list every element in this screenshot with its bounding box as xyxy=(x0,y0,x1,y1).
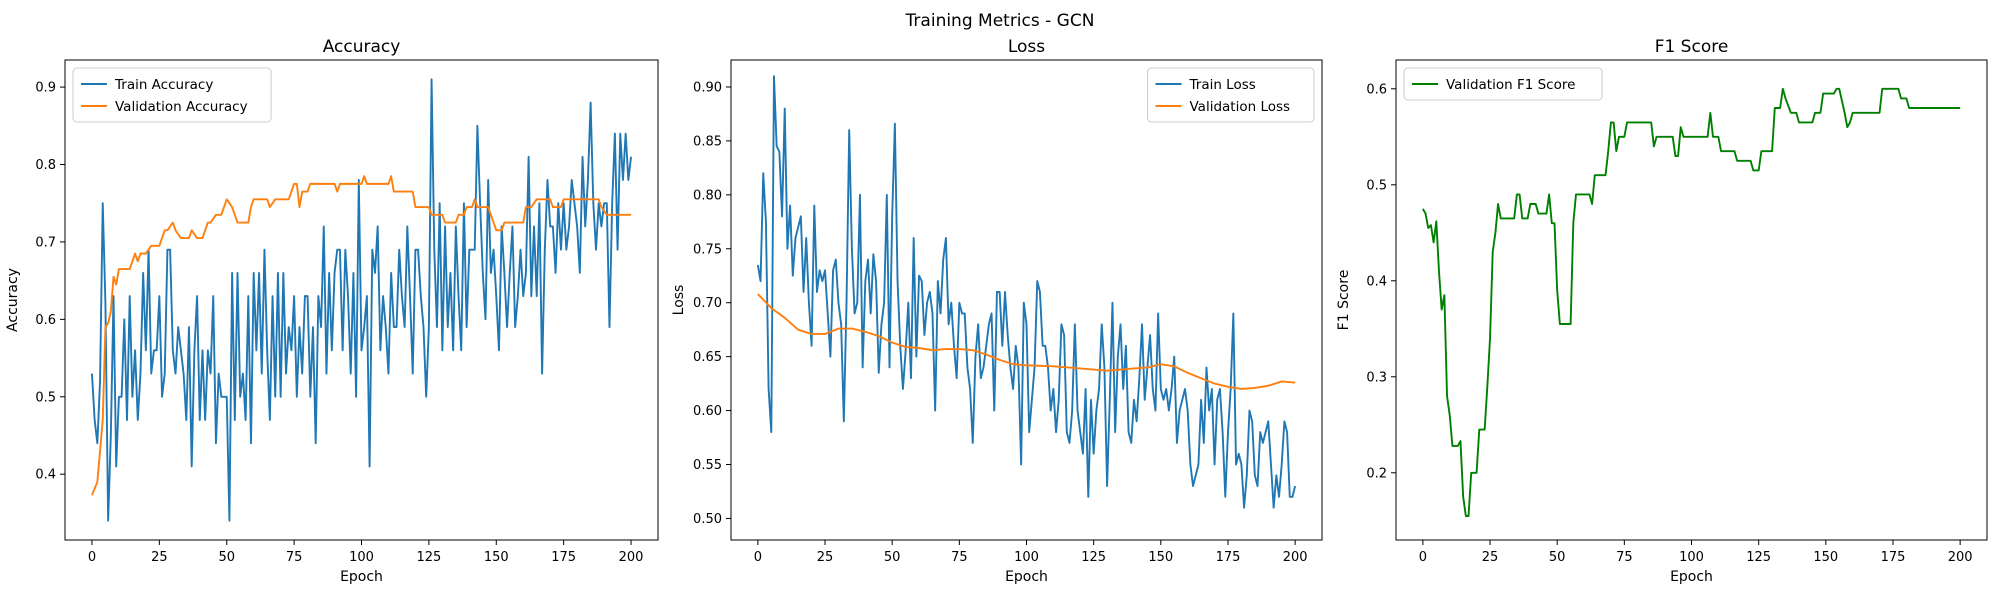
y-tick-label: 0.6 xyxy=(1366,82,1387,97)
panels: 0 25 50 75 100 125 150 175 200 0.4 0.5 0.6 0.7 0.8 0.9… xyxy=(5,37,1988,585)
series-line-1 xyxy=(1422,87,1961,517)
panel-title: Accuracy xyxy=(323,37,401,57)
x-tick-label: 75 xyxy=(951,550,968,565)
y-tick-label: 0.2 xyxy=(1366,466,1387,481)
y-axis-label: F1 Score xyxy=(1336,270,1352,331)
y-tick-label: 0.6 xyxy=(35,313,56,328)
legend-label: Validation F1 Score xyxy=(1446,77,1575,93)
y-axis-label: Accuracy xyxy=(5,268,21,332)
x-tick-label: 125 xyxy=(1746,550,1771,565)
x-tick-label: 150 xyxy=(484,550,509,565)
x-tick-label: 150 xyxy=(1148,550,1173,565)
x-tick-label: 25 xyxy=(151,550,168,565)
y-tick-label: 0.7 xyxy=(35,235,56,250)
x-tick-label: 175 xyxy=(1881,550,1906,565)
y-tick-label: 0.60 xyxy=(693,404,722,419)
x-tick-label: 50 xyxy=(1549,550,1566,565)
legend-box xyxy=(72,67,272,123)
x-axis-label: Epoch xyxy=(1005,569,1048,585)
x-tick-label: 200 xyxy=(619,550,644,565)
x-tick-label: 100 xyxy=(1679,550,1704,565)
x-tick-label: 200 xyxy=(1283,550,1308,565)
chart-panel-2: 0 25 50 75 100 125 150 175 200 0.50 0.55 0.60 0.65 0.… xyxy=(671,37,1323,585)
x-tick-label: 175 xyxy=(1216,550,1241,565)
y-axis-label: Loss xyxy=(671,285,687,316)
legend-label: Validation Accuracy xyxy=(115,99,248,115)
y-tick-label: 0.4 xyxy=(35,468,56,483)
x-tick-label: 25 xyxy=(1482,550,1499,565)
legend: Validation F1 Score xyxy=(1403,67,1603,101)
x-axis-label: Epoch xyxy=(1670,569,1713,585)
legend-label: Train Loss xyxy=(1189,77,1256,93)
y-tick-label: 0.65 xyxy=(693,350,722,365)
y-tick-label: 0.4 xyxy=(1366,274,1387,289)
axes-frame xyxy=(730,59,1323,541)
x-tick-label: 125 xyxy=(1081,550,1106,565)
y-tick-label: 0.85 xyxy=(693,134,722,149)
x-tick-label: 175 xyxy=(551,550,576,565)
y-tick-label: 0.80 xyxy=(693,188,722,203)
y-tick-label: 0.5 xyxy=(35,390,56,405)
x-tick-label: 100 xyxy=(349,550,374,565)
y-tick-label: 0.5 xyxy=(1366,178,1387,193)
y-tick-label: 0.55 xyxy=(693,458,722,473)
legend: Train Loss Validation Loss xyxy=(1147,67,1315,123)
x-tick-label: 25 xyxy=(817,550,834,565)
x-tick-label: 0 xyxy=(754,550,762,565)
legend-label: Train Accuracy xyxy=(114,77,213,93)
chart-panel-1: 0 25 50 75 100 125 150 175 200 0.4 0.5 0.6 0.7 0.8 0.9… xyxy=(5,37,659,585)
y-tick-label: 0.3 xyxy=(1366,370,1387,385)
x-tick-label: 150 xyxy=(1813,550,1838,565)
series-line-2 xyxy=(91,175,632,496)
x-tick-label: 50 xyxy=(884,550,901,565)
series-line-1 xyxy=(756,75,1297,509)
figure-title: Training Metrics - GCN xyxy=(905,11,1095,31)
axes-frame xyxy=(1395,59,1988,541)
legend: Train Accuracy Validation Accuracy xyxy=(72,67,272,123)
y-tick-label: 0.8 xyxy=(35,158,56,173)
legend-label: Validation Loss xyxy=(1190,99,1291,115)
series-line-1 xyxy=(91,78,632,522)
x-tick-label: 0 xyxy=(88,550,96,565)
chart-panel-3: 0 25 50 75 100 125 150 175 200 0.2 0.3 0.4 0.5 0.6 F1 … xyxy=(1336,37,1988,585)
x-tick-label: 100 xyxy=(1014,550,1039,565)
y-tick-label: 0.75 xyxy=(693,242,722,257)
x-tick-label: 50 xyxy=(218,550,235,565)
panel-title: Loss xyxy=(1008,37,1045,57)
y-tick-label: 0.9 xyxy=(35,81,56,96)
panel-title: F1 Score xyxy=(1655,37,1729,57)
y-tick-label: 0.70 xyxy=(693,296,722,311)
x-tick-label: 75 xyxy=(1616,550,1633,565)
legend-box xyxy=(1147,67,1315,123)
x-tick-label: 200 xyxy=(1948,550,1973,565)
x-tick-label: 0 xyxy=(1419,550,1427,565)
x-tick-label: 125 xyxy=(416,550,441,565)
y-tick-label: 0.50 xyxy=(693,512,722,527)
x-axis-label: Epoch xyxy=(340,569,383,585)
y-tick-label: 0.90 xyxy=(693,80,722,95)
x-tick-label: 75 xyxy=(286,550,303,565)
legend-box xyxy=(1403,67,1603,101)
series-line-2 xyxy=(757,293,1296,390)
